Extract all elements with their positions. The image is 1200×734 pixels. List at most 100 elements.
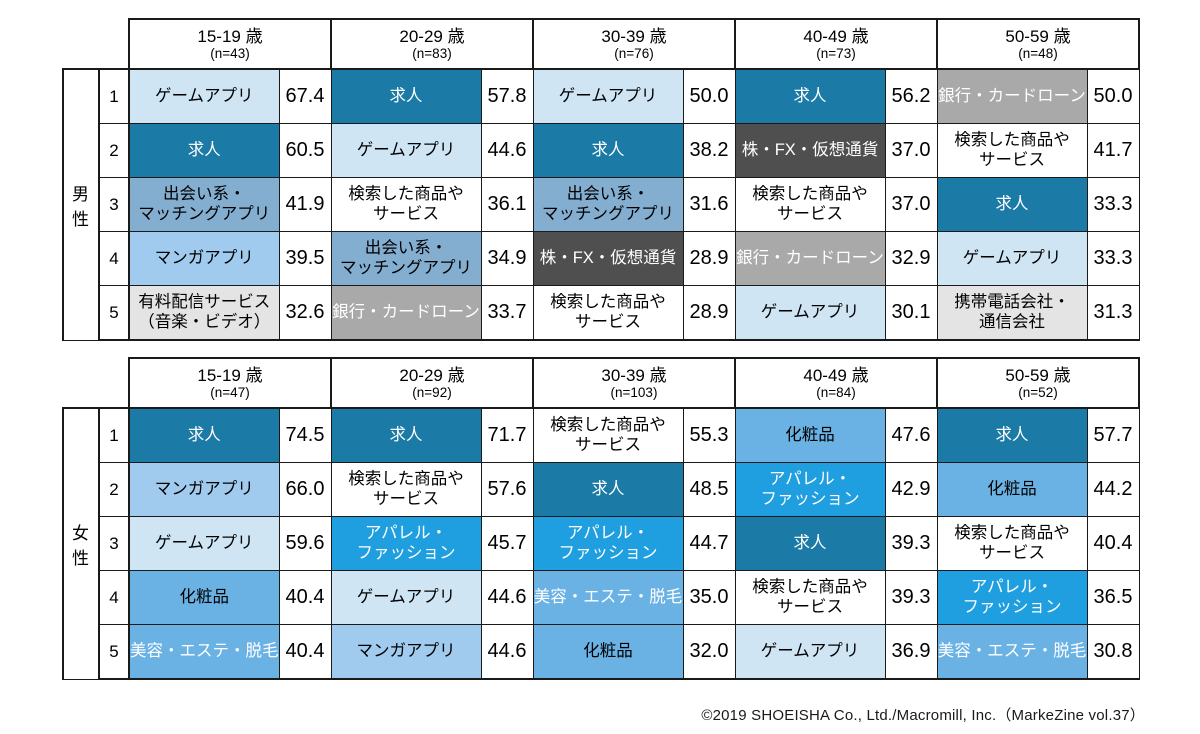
rank-number: 4 [98, 570, 130, 625]
value-cell: 57.8 [480, 68, 534, 124]
category-cell-game-app: ゲームアプリ [734, 285, 886, 341]
rank-number: 4 [98, 231, 130, 286]
value-cell: 44.6 [480, 123, 534, 178]
value-cell: 34.9 [480, 231, 534, 286]
value-cell: 41.7 [1086, 123, 1140, 178]
category-cell-game-app: ゲームアプリ [734, 624, 886, 680]
sample-size-label: (n=103) [610, 385, 658, 401]
category-cell-jobs: 求人 [936, 407, 1088, 463]
age-label: 15-19 歳 [197, 365, 263, 385]
value-cell: 39.5 [278, 231, 332, 286]
ranking-tables: 15-19 歳 (n=43) 20-29 歳 (n=83) 30-39 歳 (n=76) 4… [62, 18, 1200, 680]
header-spacer [99, 358, 129, 408]
rank-number: 2 [98, 462, 130, 517]
value-cell: 28.9 [682, 231, 736, 286]
category-cell-apparel-fashion: アパレル・ ファッション [532, 516, 684, 571]
category-cell-bank-card-loan: 銀行・カードローン [936, 68, 1088, 124]
value-cell: 44.7 [682, 516, 736, 571]
value-cell: 44.6 [480, 624, 534, 680]
value-cell: 67.4 [278, 68, 332, 124]
rank-number: 1 [98, 68, 130, 124]
category-cell-mobile-carrier: 携帯電話会社・ 通信会社 [936, 285, 1088, 341]
rank-number: 2 [98, 123, 130, 178]
category-cell-beauty-esthetic: 美容・エステ・脱毛 [936, 624, 1088, 680]
sample-size-label: (n=47) [210, 385, 250, 401]
sample-size-label: (n=83) [412, 46, 452, 62]
rank-row: 2 マンガアプリ 66.0 検索した商品や サービス 57.6 求人 48.5 アパレル・ フ… [63, 462, 1140, 517]
value-cell: 56.2 [884, 68, 938, 124]
value-cell: 40.4 [278, 570, 332, 625]
age-label: 50-59 歳 [1005, 26, 1071, 46]
category-cell-jobs: 求人 [734, 68, 886, 124]
gender-label-male: 男性 [62, 68, 100, 341]
ranking-table-female: 15-19 歳 (n=47) 20-29 歳 (n=92) 30-39 歳 (n=103)… [62, 357, 1140, 680]
value-cell: 44.6 [480, 570, 534, 625]
value-cell: 41.9 [278, 177, 332, 232]
table-body: 15-19 歳 (n=43) 20-29 歳 (n=83) 30-39 歳 (n=76) 4… [62, 18, 1140, 341]
category-cell-cosmetics: 化粧品 [128, 570, 280, 625]
category-cell-cosmetics: 化粧品 [734, 407, 886, 463]
category-cell-jobs: 求人 [936, 177, 1088, 232]
rank-number: 1 [98, 407, 130, 463]
value-cell: 39.3 [884, 570, 938, 625]
value-cell: 36.1 [480, 177, 534, 232]
value-cell: 74.5 [278, 407, 332, 463]
rank-number: 5 [98, 624, 130, 680]
category-cell-searched-products: 検索した商品や サービス [532, 407, 684, 463]
category-cell-stocks-fx-crypto: 株・FX・仮想通貨 [734, 123, 886, 178]
rank-row: 2 求人 60.5 ゲームアプリ 44.6 求人 38.2 株・FX・仮想通貨 37.0 検索した… [63, 123, 1140, 178]
age-group-header: 15-19 歳 (n=43) [128, 18, 332, 70]
category-cell-manga-app: マンガアプリ [330, 624, 482, 680]
value-cell: 35.0 [682, 570, 736, 625]
age-label: 30-39 歳 [601, 26, 667, 46]
category-cell-jobs: 求人 [734, 516, 886, 571]
value-cell: 30.1 [884, 285, 938, 341]
category-cell-game-app: ゲームアプリ [936, 231, 1088, 286]
age-group-header: 40-49 歳 (n=84) [734, 357, 938, 409]
category-cell-bank-card-loan: 銀行・カードローン [734, 231, 886, 286]
category-cell-game-app: ゲームアプリ [330, 570, 482, 625]
value-cell: 36.9 [884, 624, 938, 680]
age-header-row: 15-19 歳 (n=43) 20-29 歳 (n=83) 30-39 歳 (n=76) 4… [63, 18, 1140, 70]
age-group-header: 30-39 歳 (n=76) [532, 18, 736, 70]
category-cell-beauty-esthetic: 美容・エステ・脱毛 [128, 624, 280, 680]
gender-label-female: 女性 [62, 407, 100, 680]
category-cell-searched-products: 検索した商品や サービス [532, 285, 684, 341]
sample-size-label: (n=92) [412, 385, 452, 401]
value-cell: 39.3 [884, 516, 938, 571]
category-cell-game-app: ゲームアプリ [330, 123, 482, 178]
header-spacer [63, 358, 99, 408]
category-cell-searched-products: 検索した商品や サービス [330, 177, 482, 232]
rank-row: 女性 1 求人 74.5 求人 71.7 検索した商品や サービス 55.3 化粧品 47.6 求人… [62, 407, 1140, 680]
age-label: 30-39 歳 [601, 365, 667, 385]
value-cell: 55.3 [682, 407, 736, 463]
category-cell-game-app: ゲームアプリ [128, 516, 280, 571]
category-cell-jobs: 求人 [128, 123, 280, 178]
rank-number: 5 [98, 285, 130, 341]
age-group-header: 20-29 歳 (n=92) [330, 357, 534, 409]
category-cell-searched-products: 検索した商品や サービス [936, 123, 1088, 178]
value-cell: 37.0 [884, 123, 938, 178]
rank-row: 5 美容・エステ・脱毛 40.4 マンガアプリ 44.6 化粧品 32.0 ゲームアプリ 36.… [63, 624, 1140, 680]
category-cell-apparel-fashion: アパレル・ ファッション [936, 570, 1088, 625]
table-body: 15-19 歳 (n=47) 20-29 歳 (n=92) 30-39 歳 (n=103)… [62, 357, 1140, 680]
category-cell-cosmetics: 化粧品 [936, 462, 1088, 517]
category-cell-jobs: 求人 [330, 68, 482, 124]
age-group-header: 50-59 歳 (n=52) [936, 357, 1140, 409]
category-cell-stocks-fx-crypto: 株・FX・仮想通貨 [532, 231, 684, 286]
value-cell: 33.7 [480, 285, 534, 341]
ranking-table-male: 15-19 歳 (n=43) 20-29 歳 (n=83) 30-39 歳 (n=76) 4… [62, 18, 1140, 341]
age-header-row: 15-19 歳 (n=47) 20-29 歳 (n=92) 30-39 歳 (n=103)… [63, 357, 1140, 409]
category-cell-manga-app: マンガアプリ [128, 231, 280, 286]
value-cell: 50.0 [1086, 68, 1140, 124]
header-spacer [99, 19, 129, 69]
value-cell: 37.0 [884, 177, 938, 232]
header-spacer [63, 19, 99, 69]
sample-size-label: (n=84) [816, 385, 856, 401]
age-group-header: 15-19 歳 (n=47) [128, 357, 332, 409]
category-cell-beauty-esthetic: 美容・エステ・脱毛 [532, 570, 684, 625]
category-cell-apparel-fashion: アパレル・ ファッション [330, 516, 482, 571]
copyright-credit: ©2019 SHOEISHA Co., Ltd./Macromill, Inc.… [701, 707, 1145, 724]
category-cell-searched-products: 検索した商品や サービス [734, 570, 886, 625]
value-cell: 31.6 [682, 177, 736, 232]
